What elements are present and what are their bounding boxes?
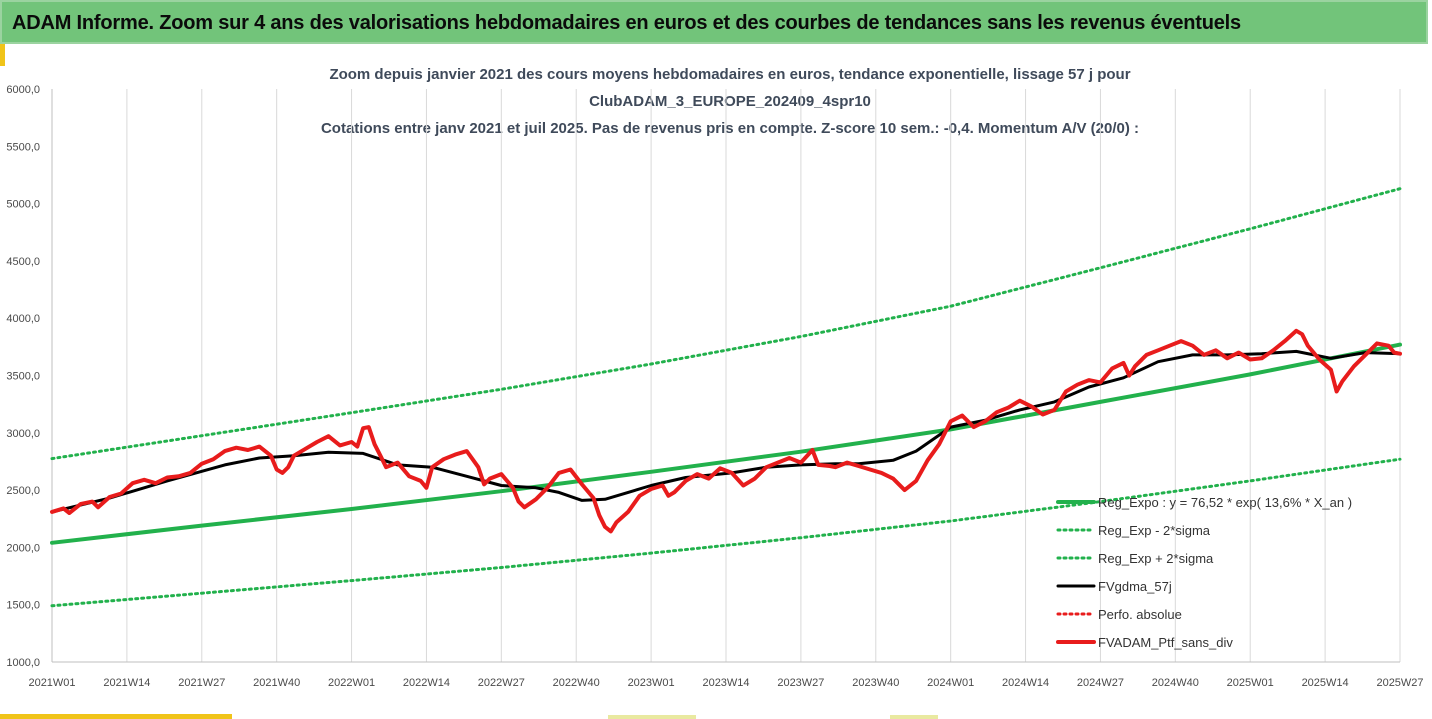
x-tick-label: 2022W27 <box>478 677 525 689</box>
report-title: ADAM Informe. Zoom sur 4 ans des valoris… <box>12 12 1241 34</box>
report-banner: ADAM Informe. Zoom sur 4 ans des valoris… <box>0 0 1428 44</box>
x-tick-label: 2021W01 <box>28 677 75 689</box>
x-tick-label: 2024W14 <box>1002 677 1049 689</box>
chart-title-line-1: Zoom depuis janvier 2021 des cours moyen… <box>329 66 1131 83</box>
x-tick-label: 2021W40 <box>253 677 300 689</box>
legend-label: Reg_Exp - 2*sigma <box>1098 523 1211 538</box>
yellow-accent-bottom-right <box>890 715 938 719</box>
x-tick-label: 2025W27 <box>1376 677 1423 689</box>
y-tick-label: 6000,0 <box>6 84 40 96</box>
x-tick-label: 2022W40 <box>553 677 600 689</box>
y-tick-label: 2000,0 <box>6 542 40 554</box>
yellow-accent-left <box>0 44 5 66</box>
x-tick-label: 2023W14 <box>702 677 749 689</box>
x-tick-label: 2022W14 <box>403 677 450 689</box>
legend-label: Reg_Exp + 2*sigma <box>1098 551 1214 566</box>
series-line-reg_exp <box>50 187 1402 461</box>
x-tick-label: 2023W27 <box>777 677 824 689</box>
legend-label: FVADAM_Ptf_sans_div <box>1098 635 1233 650</box>
legend-label: Perfo. absolue <box>1098 607 1182 622</box>
x-tick-label: 2024W40 <box>1152 677 1199 689</box>
y-tick-label: 1500,0 <box>6 600 40 612</box>
legend-label: Reg_Expo : y = 76,52 * exp( 13,6% * X_an… <box>1098 495 1352 510</box>
x-tick-label: 2021W27 <box>178 677 225 689</box>
yellow-accent-bottom-mid <box>608 715 696 719</box>
y-tick-label: 3500,0 <box>6 371 40 383</box>
legend-label: FVgdma_57j <box>1098 579 1172 594</box>
y-tick-label: 5000,0 <box>6 199 40 211</box>
x-tick-label: 2023W40 <box>852 677 899 689</box>
x-tick-label: 2025W14 <box>1302 677 1349 689</box>
series-line-reg_exp <box>50 457 1402 608</box>
x-tick-label: 2021W14 <box>103 677 150 689</box>
chart-title-line-3: Cotations entre janv 2021 et juil 2025. … <box>320 120 1140 137</box>
yellow-accent-bottom <box>0 714 232 719</box>
y-tick-label: 4500,0 <box>6 256 40 268</box>
x-tick-label: 2023W01 <box>628 677 675 689</box>
series-line-fvadam_ptf_sans_div <box>50 328 1402 534</box>
y-tick-label: 4000,0 <box>6 313 40 325</box>
series-line-reg_expo <box>50 342 1402 545</box>
x-tick-label: 2022W01 <box>328 677 375 689</box>
y-tick-label: 5500,0 <box>6 141 40 153</box>
y-tick-label: 1000,0 <box>6 657 40 669</box>
series-line-fvgdma_57j <box>50 349 1402 514</box>
x-tick-label: 2024W01 <box>927 677 974 689</box>
x-tick-label: 2025W01 <box>1227 677 1274 689</box>
x-tick-label: 2024W27 <box>1077 677 1124 689</box>
y-tick-label: 2500,0 <box>6 485 40 497</box>
y-tick-label: 3000,0 <box>6 428 40 440</box>
